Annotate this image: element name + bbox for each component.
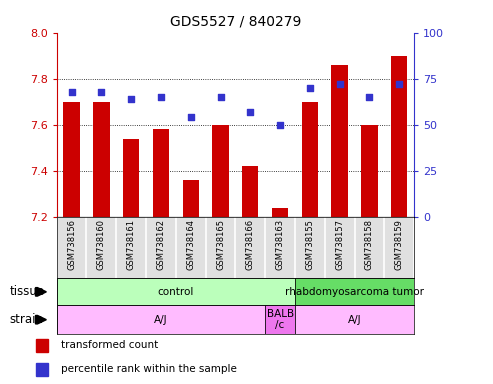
Text: GSM738160: GSM738160: [97, 219, 106, 270]
Text: rhabdomyosarcoma tumor: rhabdomyosarcoma tumor: [285, 287, 424, 297]
Text: GSM738158: GSM738158: [365, 219, 374, 270]
Bar: [153, 129, 169, 217]
Text: A/J: A/J: [348, 314, 361, 325]
Point: [187, 114, 195, 121]
Point: [246, 109, 254, 115]
Text: GSM738164: GSM738164: [186, 219, 195, 270]
Text: percentile rank within the sample: percentile rank within the sample: [61, 364, 236, 374]
Bar: [331, 65, 348, 217]
Text: strain: strain: [10, 313, 44, 326]
Text: tissue: tissue: [10, 285, 45, 298]
Point: [395, 81, 403, 87]
Text: BALB
/c: BALB /c: [267, 309, 294, 331]
Text: GSM738162: GSM738162: [156, 219, 166, 270]
Title: GDS5527 / 840279: GDS5527 / 840279: [170, 15, 301, 29]
Text: control: control: [158, 287, 194, 297]
Bar: [93, 102, 109, 217]
Bar: [182, 180, 199, 217]
Text: GSM738156: GSM738156: [67, 219, 76, 270]
Text: GSM738163: GSM738163: [276, 219, 284, 270]
Bar: [36, 362, 48, 376]
Text: GSM738155: GSM738155: [305, 219, 315, 270]
Point: [68, 89, 75, 95]
Bar: [302, 102, 318, 217]
Bar: [242, 166, 258, 217]
Bar: [57, 278, 295, 305]
Text: GSM738157: GSM738157: [335, 219, 344, 270]
Point: [306, 85, 314, 91]
Point: [336, 81, 344, 87]
Bar: [272, 208, 288, 217]
Bar: [295, 305, 414, 334]
Bar: [391, 56, 407, 217]
Bar: [123, 139, 140, 217]
Bar: [64, 102, 80, 217]
Point: [127, 96, 135, 102]
Text: transformed count: transformed count: [61, 340, 158, 350]
Text: GSM738166: GSM738166: [246, 219, 255, 270]
Point: [365, 94, 373, 100]
Bar: [36, 339, 48, 352]
Bar: [361, 125, 378, 217]
Point: [216, 94, 224, 100]
Point: [157, 94, 165, 100]
Bar: [295, 278, 414, 305]
Text: A/J: A/J: [154, 314, 168, 325]
Text: GSM738159: GSM738159: [395, 219, 404, 270]
Point: [98, 89, 106, 95]
Bar: [212, 125, 229, 217]
Text: GSM738165: GSM738165: [216, 219, 225, 270]
Bar: [57, 305, 265, 334]
Point: [276, 122, 284, 128]
Text: GSM738161: GSM738161: [127, 219, 136, 270]
Bar: [265, 305, 295, 334]
